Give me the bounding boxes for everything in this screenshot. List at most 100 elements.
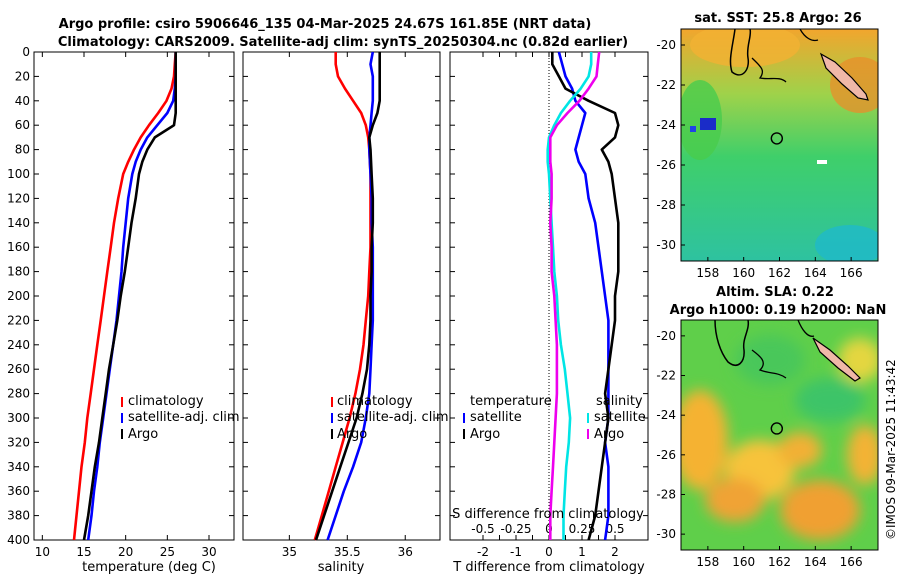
series-line-salinity-satellite (546, 52, 593, 540)
y-tick-label: 140 (7, 216, 30, 230)
legend-swatch-satellite (121, 413, 123, 423)
map-x-tick-label: 162 (768, 266, 791, 280)
map-y-tick-label: -24 (656, 408, 676, 422)
map-y-tick-label: -20 (656, 38, 676, 52)
x-tick-label: 25 (160, 545, 175, 559)
sst-map-title: sat. SST: 25.8 Argo: 26 (694, 11, 861, 26)
sst-cloud-artifact (700, 118, 716, 130)
x-tick-label: 2 (611, 545, 619, 559)
temperature-panel: 10 15 20 25 30020406080100120140160180200220… (7, 45, 240, 575)
difference-series-group (546, 51, 620, 541)
y-tick-label: 160 (7, 240, 30, 254)
y-tick-label: 240 (7, 338, 30, 352)
x-tick-label: 0 (545, 545, 553, 559)
salinity-panel: 35 35.5 36 salinity climatology satellite-… (242, 51, 449, 575)
y-tick-label: 400 (7, 533, 30, 547)
series-line-argo (82, 52, 177, 541)
x-tick-label: 35.5 (334, 545, 361, 559)
salinity-axes-frame (242, 51, 441, 541)
s-diff-tick-label: -0.25 (500, 522, 531, 536)
legend-title-salinity: salinity (596, 394, 643, 409)
y-tick-label: 40 (15, 94, 30, 108)
landmass-new-caledonia (812, 337, 861, 382)
s-diff-tick-label: -0.5 (471, 522, 494, 536)
y-tick-label: 200 (7, 289, 30, 303)
map-y-tick-label: -28 (656, 198, 676, 212)
map-y-tick-label: -24 (656, 118, 676, 132)
y-tick-label: 340 (7, 460, 30, 474)
salinity-difference-label: S difference from climatology (452, 507, 644, 522)
s-diff-tick-label: 0.25 (569, 522, 596, 536)
coastline-reef (714, 320, 750, 366)
sst-field (681, 29, 878, 261)
map-y-tick-label: -26 (656, 448, 676, 462)
y-tick-label: 220 (7, 313, 30, 327)
map-x-tick-label: 160 (732, 555, 755, 569)
salinity-xlabel: salinity (318, 560, 365, 575)
y-tick-label: 260 (7, 362, 30, 376)
sla-map-title-line2: Argo h1000: 0.19 h2000: NaN (670, 303, 887, 318)
temperature-tick-group: 10 15 20 25 30020406080100120140160180200220… (7, 45, 234, 559)
legend-swatch-climatology (121, 397, 123, 407)
coastline-reef (751, 57, 787, 83)
map-x-tick-label: 164 (804, 266, 827, 280)
sla-high-anomaly (847, 425, 878, 485)
legend-label-satellite: satellite-adj. clim (337, 410, 449, 425)
x-tick-label: 10 (35, 545, 50, 559)
figure-title-line1: Argo profile: csiro 5906646_135 04-Mar-2… (59, 17, 592, 32)
sla-high-anomaly (778, 432, 822, 468)
sla-low-anomaly (795, 378, 865, 422)
sla-low-anomaly (735, 335, 805, 385)
coastline-reef (751, 349, 787, 379)
y-tick-label: 300 (7, 411, 30, 425)
map-x-tick-label: 158 (696, 266, 719, 280)
series-line-argo (314, 52, 382, 541)
sla-map-panel: Altim. SLA: 0.22 Argo h1000: 0.19 h2000:… (656, 285, 886, 569)
coastline-reef (799, 29, 819, 42)
map-y-tick-label: -20 (656, 329, 676, 343)
sla-map-title-line1: Altim. SLA: 0.22 (716, 285, 834, 300)
salinity-series-group (313, 51, 382, 541)
legend-swatch-temperature-argo (463, 429, 465, 439)
sla-high-anomaly (705, 478, 765, 522)
argo-position-marker (770, 132, 784, 145)
legend-label-satellite: satellite-adj. clim (128, 410, 240, 425)
y-tick-label: 100 (7, 167, 30, 181)
y-tick-label: 180 (7, 265, 30, 279)
map-x-tick-label: 166 (840, 266, 863, 280)
series-line-climatology (72, 51, 177, 541)
y-tick-label: 360 (7, 484, 30, 498)
legend-swatch-argo (121, 429, 123, 439)
legend-label-salinity-argo: Argo (594, 427, 624, 442)
coastline-reef (729, 29, 752, 76)
salinity-tick-group: 35 35.5 36 (243, 51, 440, 559)
legend-label-salinity-satellite: satellite (594, 410, 646, 425)
legend-swatch-salinity-argo (587, 429, 589, 439)
difference-legend-right: salinity satellite Argo (587, 394, 646, 442)
legend-swatch-salinity-satellite (587, 413, 589, 423)
s-diff-tick-label: 0.5 (605, 522, 624, 536)
x-tick-label: 36 (398, 545, 413, 559)
landmass-new-caledonia (819, 52, 869, 101)
map-x-tick-label: 166 (840, 555, 863, 569)
y-tick-label: 120 (7, 191, 30, 205)
legend-label-climatology: climatology (337, 394, 413, 409)
x-tick-label: -2 (477, 545, 489, 559)
y-tick-label: 380 (7, 509, 30, 523)
y-tick-label: 320 (7, 435, 30, 449)
map-x-tick-label: 160 (732, 266, 755, 280)
map-y-tick-label: -30 (656, 527, 676, 541)
temperature-series-group (72, 51, 177, 541)
map-y-tick-label: -30 (656, 238, 676, 252)
legend-swatch-argo (331, 429, 333, 439)
map-x-tick-label: 158 (696, 555, 719, 569)
legend-title-temperature: temperature (470, 394, 552, 409)
sst-missing-data (817, 160, 827, 164)
difference-panel: -2 -1 0 1 2-0.5 -0.25 0 0.25 0.5 S difference fr… (449, 51, 649, 575)
sst-cool-patch (815, 225, 878, 261)
temperature-axes-frame (33, 51, 235, 541)
imos-watermark: ©IMOS 09-Mar-2025 11:43:42 (884, 359, 898, 540)
map-y-tick-label: -22 (656, 369, 676, 383)
y-tick-label: 80 (15, 143, 30, 157)
legend-swatch-temperature-satellite (463, 413, 465, 423)
